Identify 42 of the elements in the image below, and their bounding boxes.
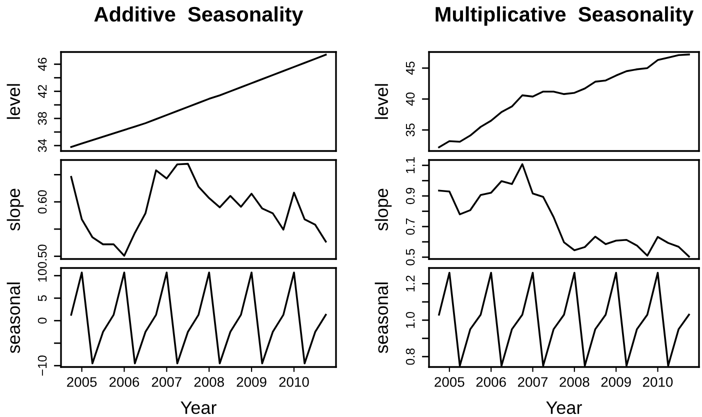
chart-title: Multiplicative Seasonality	[436, 6, 694, 26]
y-tick-label: 0.9	[406, 188, 415, 204]
y-tick-label: 0.7	[406, 218, 415, 235]
y-tick-label: 5	[38, 295, 47, 302]
x-tick-label: 2006	[476, 377, 506, 387]
y-tick-label: 42	[38, 85, 47, 98]
y-tick-label: 38	[38, 112, 47, 125]
y-tick-label: −10	[38, 356, 47, 376]
y-tick-label: 35	[406, 124, 415, 136]
x-tick-label: 2008	[560, 377, 590, 387]
y-tick-label: 45	[406, 62, 415, 75]
x-tick-label: 2010	[643, 377, 673, 387]
y-tick-label: 0.5	[406, 249, 415, 266]
y-tick-label: 1.1	[406, 157, 415, 174]
y-axis-title: slope	[6, 188, 24, 231]
x-tick-label: 2008	[194, 377, 224, 387]
y-axis-title: level	[374, 84, 388, 119]
x-axis-title: Year	[180, 401, 216, 414]
x-tick-label: 2010	[279, 377, 309, 387]
x-tick-label: 2007	[518, 377, 548, 387]
y-axis-title: level	[6, 84, 20, 119]
x-axis-title: Year	[546, 401, 582, 414]
y-tick-label: 0.8	[406, 348, 415, 365]
x-tick-label: 2006	[109, 377, 140, 387]
y-tick-label: 0.60	[38, 190, 47, 214]
x-tick-label: 2007	[152, 377, 182, 387]
y-axis-title: seasonal	[374, 282, 388, 354]
x-tick-label: 2009	[601, 377, 631, 387]
y-axis-title: seasonal	[6, 282, 20, 354]
y-tick-label: 10	[38, 269, 47, 282]
x-tick-label: 2005	[434, 377, 464, 387]
x-tick-label: 2009	[236, 377, 266, 387]
y-tick-label: 1.0	[406, 312, 415, 328]
y-tick-label: 0.50	[38, 244, 47, 268]
chart-title: Additive Seasonality	[94, 6, 304, 26]
y-axis-title: slope	[374, 188, 392, 231]
y-tick-label: 34	[38, 138, 47, 152]
x-tick-label: 2005	[67, 377, 97, 387]
y-tick-label: 1.2	[406, 276, 415, 292]
y-tick-label: 0	[38, 318, 47, 324]
y-tick-label: 46	[38, 58, 47, 71]
y-tick-label: 40	[406, 92, 415, 106]
